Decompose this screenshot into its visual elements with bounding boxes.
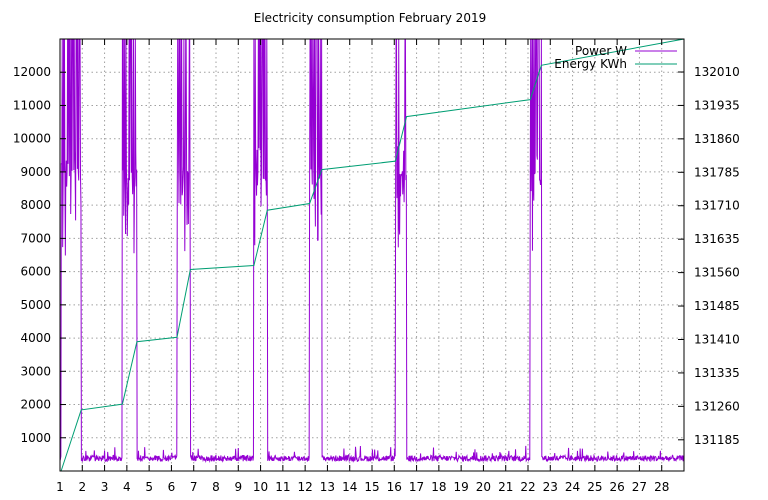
grid — [59, 39, 684, 471]
y-tick-label: 3000 — [20, 364, 51, 378]
x-tick-label: 12 — [298, 480, 313, 494]
y-tick-label: 5000 — [20, 298, 51, 312]
x-tick-label: 3 — [101, 480, 109, 494]
x-tick-label: 6 — [168, 480, 176, 494]
y2-tick-label: 131935 — [694, 98, 740, 112]
x-tick-label: 5 — [145, 480, 153, 494]
axes: 1 2 3 4 5 6 7 8 9 10 11 12 13 14 15 16 17 18 19 20 21 22 23 24 2… — [13, 39, 740, 494]
y-tick-label: 11000 — [13, 98, 51, 112]
x-tick-label: 21 — [498, 480, 513, 494]
x-tick-label: 18 — [431, 480, 446, 494]
x-tick-label: 11 — [275, 480, 290, 494]
x-tick-label: 7 — [190, 480, 198, 494]
x-tick-label: 15 — [364, 480, 379, 494]
y2-tick-label: 131860 — [694, 132, 740, 146]
series-energy-line — [60, 38, 685, 472]
y-tick-label: 6000 — [20, 265, 51, 279]
chart-title: Electricity consumption February 2019 — [254, 11, 486, 25]
y2-tick-label: 131635 — [694, 232, 740, 246]
series-power-line — [59, 38, 685, 464]
y2-tick-label: 131785 — [694, 165, 740, 179]
x-tick-label: 8 — [212, 480, 220, 494]
y-tick-label: 8000 — [20, 198, 51, 212]
x-tick-label: 22 — [520, 480, 535, 494]
y-tick-label: 1000 — [20, 431, 51, 445]
x-tick-label: 10 — [253, 480, 268, 494]
legend: Power W Energy KWh — [554, 44, 677, 71]
y-tick-label: 4000 — [20, 331, 51, 345]
x-tick-label: 19 — [454, 480, 469, 494]
y2-tick-label: 131710 — [694, 199, 740, 213]
x-tick-label: 14 — [342, 480, 357, 494]
x-tick-label: 20 — [476, 480, 491, 494]
x-tick-label: 2 — [78, 480, 86, 494]
y-tick-label: 7000 — [20, 231, 51, 245]
legend-label-energy: Energy KWh — [554, 57, 627, 71]
x-tick-label: 13 — [320, 480, 335, 494]
y2-tick-label: 131185 — [694, 433, 740, 447]
x-tick-label: 4 — [123, 480, 131, 494]
x-tick-label: 26 — [610, 480, 625, 494]
y2-tick-label: 132010 — [694, 65, 740, 79]
x-tick-label: 28 — [654, 480, 669, 494]
x-tick-label: 16 — [387, 480, 402, 494]
x-tick-label: 1 — [56, 480, 64, 494]
x-tick-label: 25 — [587, 480, 602, 494]
y-tick-label: 12000 — [13, 65, 51, 79]
x-tick-label: 24 — [565, 480, 580, 494]
y-tick-label: 2000 — [20, 398, 51, 412]
y2-tick-label: 131260 — [694, 399, 740, 413]
y2-tick-label: 131485 — [694, 299, 740, 313]
x-tick-label: 9 — [234, 480, 242, 494]
x-tick-label: 17 — [409, 480, 424, 494]
y2-tick-label: 131335 — [694, 366, 740, 380]
y-tick-label: 10000 — [13, 132, 51, 146]
y2-tick-label: 131560 — [694, 266, 740, 280]
x-tick-label: 23 — [543, 480, 558, 494]
x-tick-label: 27 — [632, 480, 647, 494]
legend-label-power: Power W — [575, 44, 627, 58]
y2-tick-label: 131410 — [694, 332, 740, 346]
y-tick-label: 9000 — [20, 165, 51, 179]
series-layer — [59, 38, 685, 472]
